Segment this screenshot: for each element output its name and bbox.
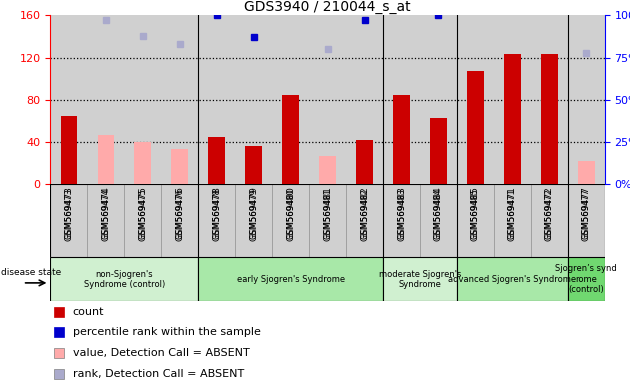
Text: GSM569472: GSM569472 [545,188,554,239]
Text: non-Sjogren's
Syndrome (control): non-Sjogren's Syndrome (control) [84,270,165,289]
Text: disease state: disease state [1,268,61,277]
Bar [134,142,151,184]
Text: GSM569481: GSM569481 [323,188,332,239]
Bar [383,184,420,257]
Bar [50,184,88,257]
Bar [541,55,558,184]
Text: GSM569471: GSM569471 [508,186,517,241]
Text: GSM569471: GSM569471 [508,188,517,239]
Bar [161,184,198,257]
Bar [568,15,605,184]
Text: rank, Detection Call = ABSENT: rank, Detection Call = ABSENT [72,369,244,379]
Bar [393,94,410,184]
Bar [235,15,272,184]
Text: GSM569473: GSM569473 [64,188,73,239]
Text: GSM569475: GSM569475 [139,186,147,241]
Bar [272,184,309,257]
Text: count: count [72,307,104,317]
Bar [50,257,198,301]
Text: GSM569478: GSM569478 [212,188,221,239]
Text: GSM569484: GSM569484 [434,186,443,240]
Text: moderate Sjogren's
Syndrome: moderate Sjogren's Syndrome [379,270,461,289]
Text: GSM569480: GSM569480 [286,186,295,241]
Text: value, Detection Call = ABSENT: value, Detection Call = ABSENT [72,348,249,358]
Bar [531,15,568,184]
Text: GSM569480: GSM569480 [286,188,295,239]
Bar [198,15,235,184]
Text: GSM569474: GSM569474 [101,188,110,239]
Bar [245,146,262,184]
Text: GSM569479: GSM569479 [249,186,258,241]
Bar [309,15,346,184]
Bar [88,184,124,257]
Text: GSM569477: GSM569477 [582,188,591,239]
Bar [578,161,595,184]
Bar [531,184,568,257]
Text: advanced Sjogren's Syndrome: advanced Sjogren's Syndrome [449,275,576,284]
Text: GSM569475: GSM569475 [139,188,147,239]
Text: GSM569476: GSM569476 [175,186,184,241]
Text: GSM569476: GSM569476 [175,188,184,239]
Bar [420,184,457,257]
Bar [467,71,484,184]
Bar [171,149,188,184]
Title: GDS3940 / 210044_s_at: GDS3940 / 210044_s_at [244,0,411,14]
Text: GSM569472: GSM569472 [545,186,554,240]
Bar [494,15,531,184]
Text: GSM569485: GSM569485 [471,186,480,241]
Text: GSM569474: GSM569474 [101,186,110,240]
Text: Sjogren’s synd
rome
(control): Sjogren’s synd rome (control) [556,265,617,294]
Bar [568,184,605,257]
Bar [124,184,161,257]
Text: early Sjogren's Syndrome: early Sjogren's Syndrome [237,275,345,284]
Bar [282,94,299,184]
Text: GSM569477: GSM569477 [582,186,591,241]
Bar [161,15,198,184]
Bar [494,184,531,257]
Bar [198,184,235,257]
Text: GSM569483: GSM569483 [397,186,406,241]
Text: GSM569485: GSM569485 [471,188,480,239]
Bar [198,257,383,301]
Text: GSM569479: GSM569479 [249,188,258,239]
Text: GSM569482: GSM569482 [360,186,369,240]
Bar [504,55,521,184]
Text: GSM569483: GSM569483 [397,188,406,239]
Bar [209,137,225,184]
Bar [356,140,373,184]
Bar [124,15,161,184]
Text: GSM569481: GSM569481 [323,186,332,241]
Bar [50,15,88,184]
Bar [272,15,309,184]
Bar [88,15,124,184]
Text: GSM569473: GSM569473 [64,186,73,241]
Bar [235,184,272,257]
Bar [383,257,457,301]
Bar [457,184,494,257]
Bar [309,184,346,257]
Bar [383,15,420,184]
Text: GSM569484: GSM569484 [434,188,443,239]
Bar [457,257,568,301]
Text: percentile rank within the sample: percentile rank within the sample [72,328,260,338]
Bar [319,156,336,184]
Bar [346,15,383,184]
Bar [98,135,114,184]
Text: GSM569478: GSM569478 [212,186,221,241]
Text: GSM569482: GSM569482 [360,188,369,239]
Bar [346,184,383,257]
Bar [568,257,605,301]
Bar [420,15,457,184]
Bar [430,118,447,184]
Bar [457,15,494,184]
Bar [60,116,77,184]
